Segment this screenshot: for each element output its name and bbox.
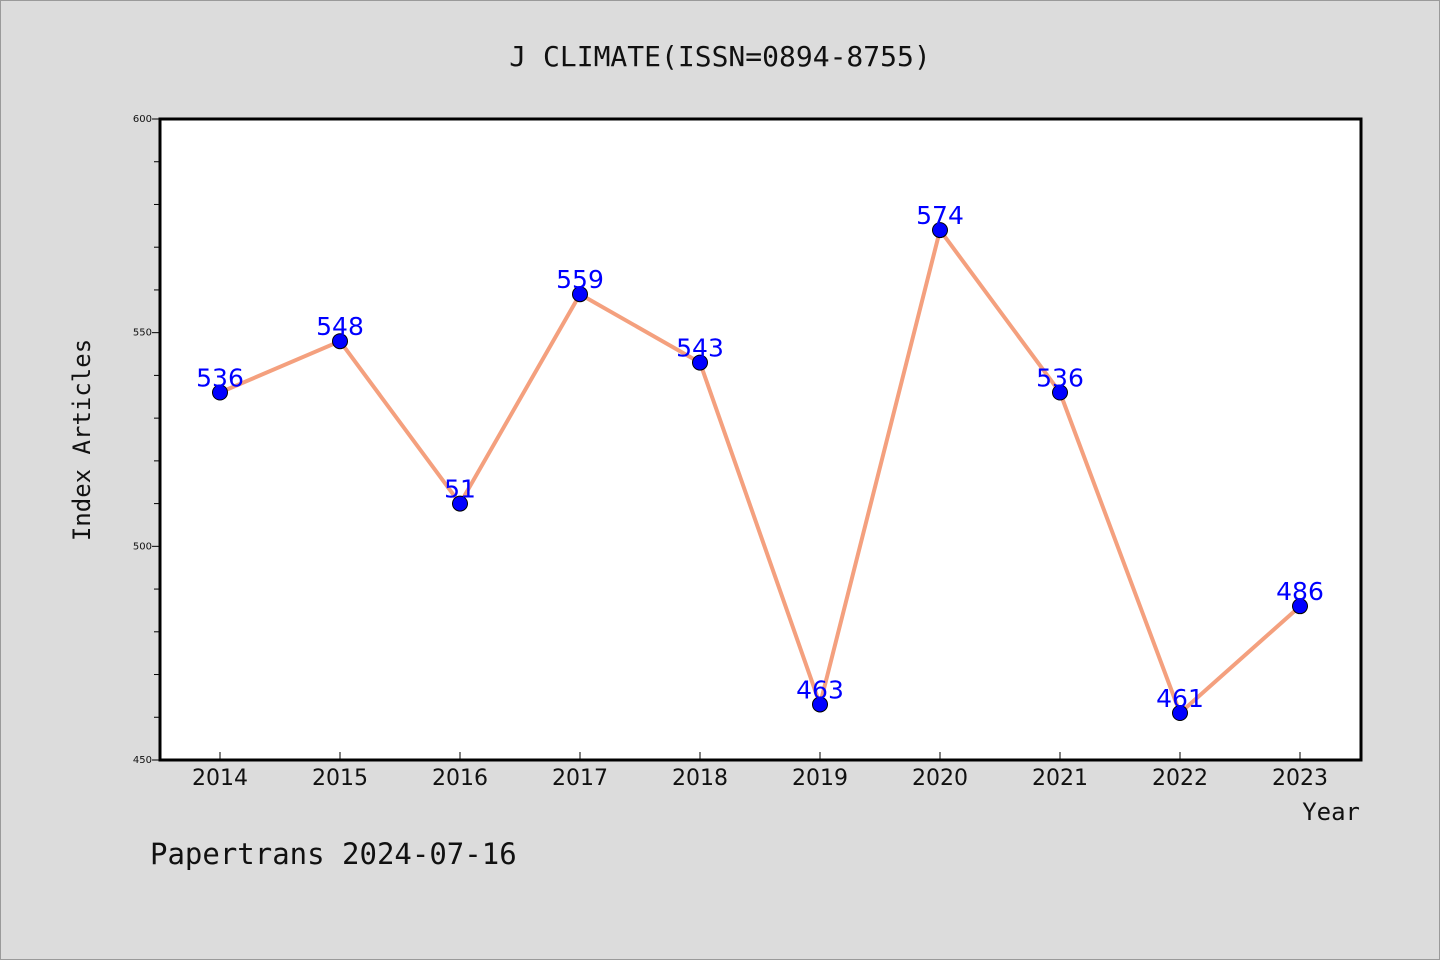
series-group — [212, 222, 1308, 721]
data-label: 536 — [196, 363, 244, 392]
data-label: 559 — [556, 265, 604, 294]
data-point-marker — [1052, 384, 1068, 401]
plot-area — [158, 117, 1363, 762]
data-point-marker — [572, 286, 588, 303]
data-label: 463 — [796, 675, 844, 704]
data-point-marker — [452, 495, 468, 512]
x-tick-label: 2017 — [552, 766, 608, 791]
x-tick-label: 2020 — [912, 766, 968, 791]
x-tick-label: 2018 — [672, 766, 728, 791]
y-tick-label: 500 — [133, 541, 152, 552]
y-axis-label: Index Articles — [68, 339, 96, 541]
data-label: 574 — [916, 201, 964, 230]
x-tick-label: 2016 — [432, 766, 488, 791]
data-point-marker — [332, 333, 348, 350]
data-label: 486 — [1276, 577, 1324, 606]
data-label: 461 — [1156, 684, 1204, 713]
data-label: 548 — [316, 312, 364, 341]
data-label: 51 — [444, 475, 476, 504]
data-label: 543 — [676, 334, 724, 363]
data-labels-group: 536 548 51 559 543 463 574 536 461 486 — [196, 201, 1324, 713]
x-tick-label: 2014 — [192, 766, 248, 791]
series-line — [219, 228, 1302, 715]
x-axis-label: Year — [1302, 798, 1360, 826]
y-tick-label: 450 — [133, 755, 152, 766]
y-tick-label: 550 — [133, 328, 152, 339]
chart-title: J CLIMATE(ISSN=0894-8755) — [509, 40, 930, 73]
x-tick-label: 2021 — [1032, 766, 1088, 791]
x-axis: 2014 2015 2016 2017 2018 2019 2020 2021 2022 2023 — [192, 752, 1328, 791]
data-point-marker — [692, 354, 708, 371]
x-tick-label: 2023 — [1272, 766, 1328, 791]
data-point-marker — [1172, 704, 1188, 721]
data-point-marker — [932, 222, 948, 239]
x-tick-label: 2022 — [1152, 766, 1208, 791]
footer-watermark: Papertrans 2024-07-16 — [150, 837, 517, 871]
y-axis: 450 500 550 600 — [133, 114, 160, 766]
x-tick-label: 2015 — [312, 766, 368, 791]
x-tick-label: 2019 — [792, 766, 848, 791]
y-tick-label: 600 — [133, 114, 152, 125]
data-label: 536 — [1036, 363, 1084, 392]
data-point-marker — [812, 696, 828, 713]
data-point-marker — [1292, 598, 1308, 615]
data-point-marker — [212, 384, 228, 401]
